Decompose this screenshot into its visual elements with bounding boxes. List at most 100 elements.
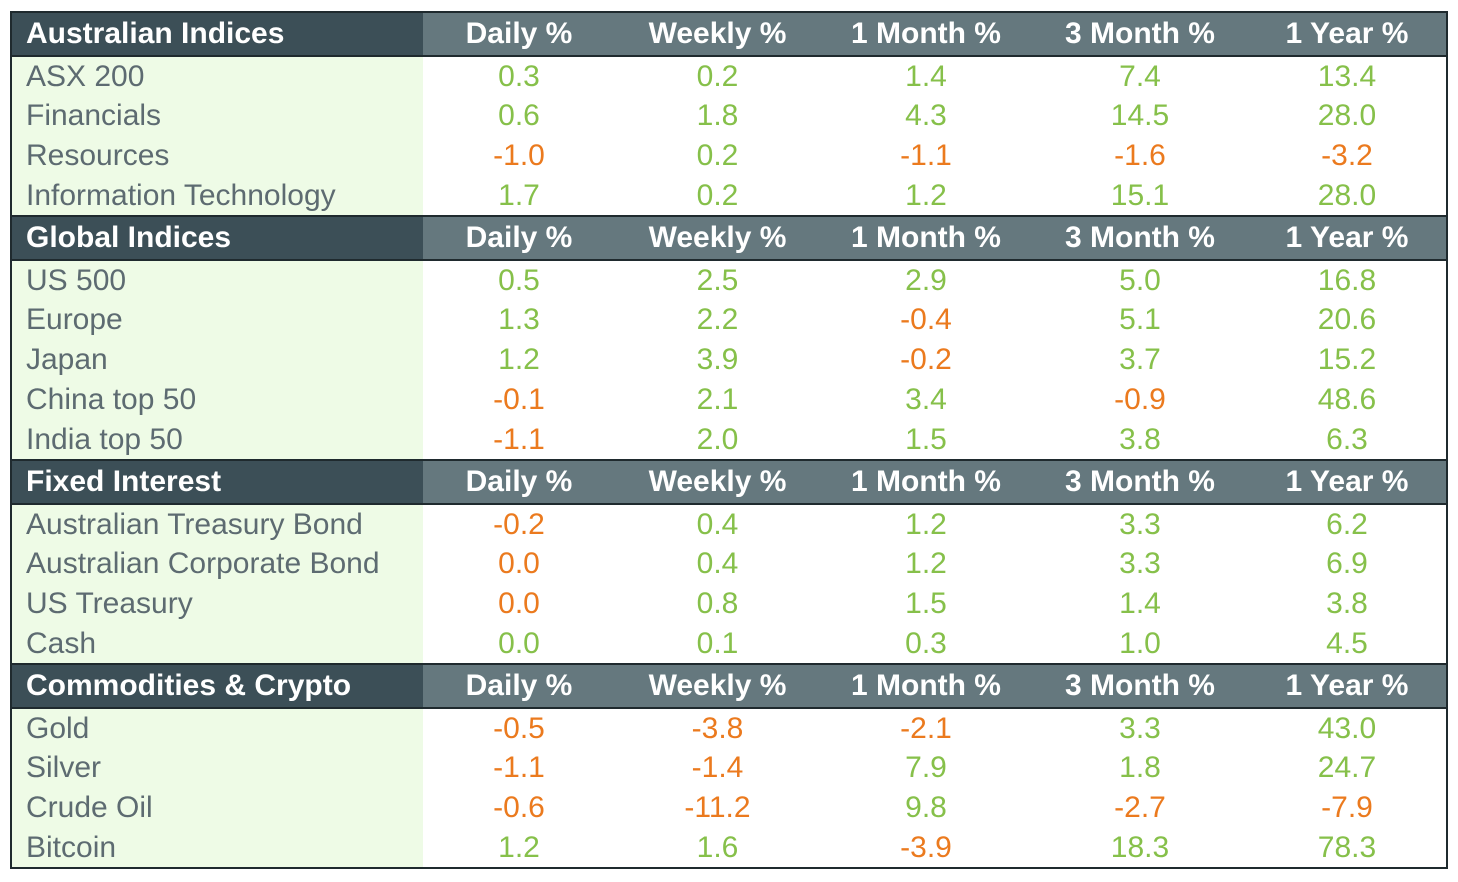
value-cell: 43.0 <box>1317 711 1377 745</box>
value-cell: -0.5 <box>493 711 545 745</box>
value-cell: 1.8 <box>696 99 739 132</box>
value-cell: 0.0 <box>498 587 540 620</box>
column-header: Daily % <box>423 459 615 505</box>
value-cell: 1.2 <box>905 178 947 212</box>
column-header: 1 Month % <box>820 215 1032 261</box>
column-header: Weekly % <box>615 11 820 57</box>
value-cell: 16.8 <box>1317 263 1377 297</box>
table-row: Europe 1.3 2.2 -0.4 5.1 20.6 <box>11 300 1447 340</box>
section-header: Australian Indices Daily % Weekly % 1 Month… <box>11 11 1447 57</box>
row-label: Australian Corporate Bond <box>11 544 423 584</box>
value-cell: -0.6 <box>493 791 545 824</box>
value-cell: 15.1 <box>1110 178 1170 212</box>
value-cell: -1.1 <box>493 422 545 456</box>
column-header: 3 Month % <box>1032 663 1248 709</box>
row-label: Information Technology <box>11 176 423 216</box>
value-cell: 0.4 <box>696 547 739 580</box>
value-cell: 0.3 <box>498 59 540 93</box>
column-header: Weekly % <box>615 459 820 505</box>
column-header: 1 Year % <box>1248 215 1447 261</box>
table-row: Financials 0.6 1.8 4.3 14.5 28.0 <box>11 96 1447 136</box>
value-cell: -0.1 <box>493 383 545 416</box>
column-header: 3 Month % <box>1032 459 1248 505</box>
value-cell: 24.7 <box>1317 751 1377 784</box>
row-label: Cash <box>11 624 423 664</box>
row-label: ASX 200 <box>11 56 423 96</box>
section-header: Fixed Interest Daily % Weekly % 1 Month % 3 … <box>11 459 1447 505</box>
value-cell: 1.4 <box>905 59 947 93</box>
table-body: Australian Indices Daily % Weekly % 1 Month… <box>11 11 1447 868</box>
column-header: 3 Month % <box>1032 11 1248 57</box>
value-cell: 3.3 <box>1119 507 1161 541</box>
value-cell: 1.2 <box>905 547 947 580</box>
row-label: Australian Treasury Bond <box>11 504 423 544</box>
section-title: Australian Indices <box>11 11 423 57</box>
market-returns-table: Australian Indices Daily % Weekly % 1 Month… <box>10 11 1448 869</box>
value-cell: 1.8 <box>1119 751 1161 784</box>
value-cell: 2.9 <box>905 263 947 297</box>
value-cell: 3.8 <box>1326 587 1368 620</box>
value-cell: 0.0 <box>498 547 540 580</box>
row-label: Japan <box>11 340 423 380</box>
table-row: Silver -1.1 -1.4 7.9 1.8 24.7 <box>11 748 1447 788</box>
row-label: Crude Oil <box>11 788 423 828</box>
value-cell: 2.5 <box>696 263 739 297</box>
value-cell: 15.2 <box>1317 343 1377 376</box>
table-row: Crude Oil -0.6 -11.2 9.8 -2.7 -7.9 <box>11 788 1447 828</box>
row-label: Resources <box>11 136 423 176</box>
value-cell: 1.2 <box>498 343 540 376</box>
row-label: Bitcoin <box>11 828 423 868</box>
table-row: Information Technology 1.7 0.2 1.2 15.1 28.0 <box>11 176 1447 216</box>
section-title: Fixed Interest <box>11 459 423 505</box>
column-header: 1 Month % <box>820 459 1032 505</box>
value-cell: -0.2 <box>493 507 545 541</box>
value-cell: 1.6 <box>696 830 739 864</box>
value-cell: 1.7 <box>498 178 540 212</box>
value-cell: 0.0 <box>498 626 540 660</box>
column-header: Daily % <box>423 663 615 709</box>
value-cell: -0.2 <box>900 343 952 376</box>
column-header: Daily % <box>423 11 615 57</box>
value-cell: 14.5 <box>1110 99 1170 132</box>
section-title: Global Indices <box>11 215 423 261</box>
value-cell: 7.4 <box>1119 59 1161 93</box>
value-cell: 1.4 <box>1119 587 1161 620</box>
section-title: Commodities & Crypto <box>11 663 423 709</box>
value-cell: 0.2 <box>696 178 739 212</box>
column-header: 3 Month % <box>1032 215 1248 261</box>
column-header: 1 Year % <box>1248 459 1447 505</box>
value-cell: -2.1 <box>900 711 952 745</box>
row-label: US Treasury <box>11 584 423 624</box>
value-cell: 1.2 <box>498 830 540 864</box>
column-header: 1 Year % <box>1248 663 1447 709</box>
value-cell: -3.9 <box>900 830 952 864</box>
row-label: India top 50 <box>11 420 423 460</box>
column-header: Weekly % <box>615 215 820 261</box>
value-cell: 18.3 <box>1110 830 1170 864</box>
table-row: Australian Corporate Bond 0.0 0.4 1.2 3.3 6.9 <box>11 544 1447 584</box>
value-cell: -1.0 <box>493 139 545 172</box>
value-cell: 3.8 <box>1119 422 1161 456</box>
value-cell: 6.2 <box>1326 507 1368 541</box>
value-cell: 1.0 <box>1119 626 1161 660</box>
value-cell: 0.6 <box>498 99 540 132</box>
value-cell: 0.5 <box>498 263 540 297</box>
value-cell: -11.2 <box>684 791 751 824</box>
value-cell: 6.3 <box>1326 422 1368 456</box>
value-cell: 28.0 <box>1317 178 1377 212</box>
value-cell: 4.3 <box>905 99 947 132</box>
value-cell: 13.4 <box>1317 59 1377 93</box>
value-cell: 0.3 <box>905 626 947 660</box>
row-label: Financials <box>11 96 423 136</box>
value-cell: -7.9 <box>1321 791 1373 824</box>
table-row: Gold -0.5 -3.8 -2.1 3.3 43.0 <box>11 708 1447 748</box>
value-cell: 9.8 <box>905 791 947 824</box>
column-header: 1 Month % <box>820 11 1032 57</box>
table-row: Resources -1.0 0.2 -1.1 -1.6 -3.2 <box>11 136 1447 176</box>
value-cell: 1.5 <box>905 422 947 456</box>
column-header: 1 Year % <box>1248 11 1447 57</box>
value-cell: 3.7 <box>1119 343 1161 376</box>
section-header: Global Indices Daily % Weekly % 1 Month % 3 … <box>11 215 1447 261</box>
table-row: Japan 1.2 3.9 -0.2 3.7 15.2 <box>11 340 1447 380</box>
value-cell: 1.5 <box>905 587 947 620</box>
